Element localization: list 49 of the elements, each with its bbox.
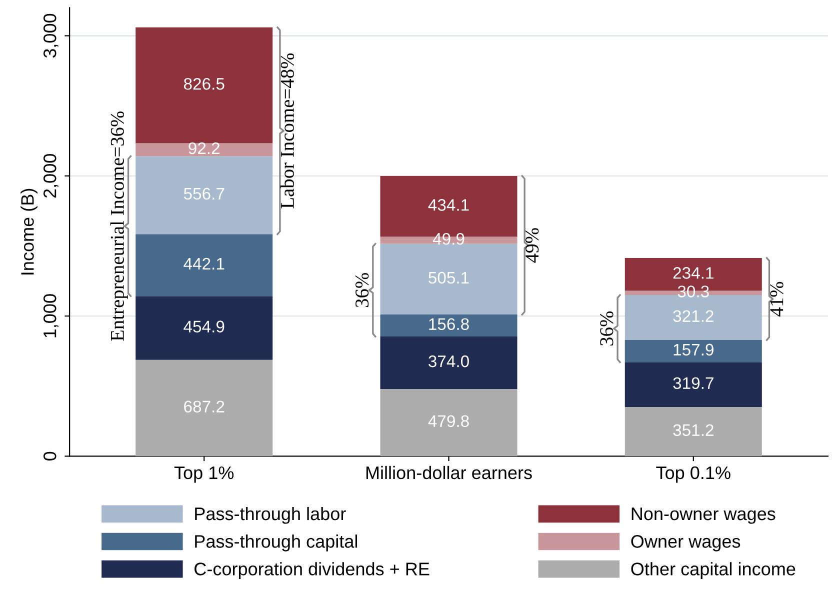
bar xyxy=(136,360,273,456)
data-label: 92.2 xyxy=(188,142,220,154)
legend-label: Pass-through labor xyxy=(195,506,346,524)
data-label: 687.2 xyxy=(184,400,224,413)
bar xyxy=(380,314,518,337)
y-tick-label: 1,000 xyxy=(43,294,58,338)
bar xyxy=(624,406,762,456)
bar xyxy=(136,27,273,144)
bar xyxy=(624,362,762,407)
data-label: 156.8 xyxy=(429,318,469,330)
data-label: 234.1 xyxy=(673,267,714,279)
data-label: 351.2 xyxy=(673,424,714,436)
bar xyxy=(380,336,518,389)
legend-label: C-corporation dividends + RE xyxy=(194,562,430,579)
legend-label: Non-owner wages xyxy=(632,508,776,524)
data-label: 556.7 xyxy=(184,188,224,200)
annotation: 49% xyxy=(526,228,539,263)
data-label: 442.1 xyxy=(184,258,224,270)
annotation: 41% xyxy=(770,282,784,316)
data-label: 434.1 xyxy=(428,199,469,211)
data-label: 505.1 xyxy=(428,272,469,284)
x-tick-label: Million-dollar earners xyxy=(366,466,532,480)
annotation: 36% xyxy=(600,311,614,346)
annotation: Entrepreneurial Income=36% xyxy=(110,111,128,341)
annotation: Labor Income=48% xyxy=(280,53,294,208)
bar xyxy=(380,388,518,456)
data-label: 454.9 xyxy=(184,320,224,332)
bar xyxy=(136,234,273,296)
data-label: 321.2 xyxy=(673,310,714,322)
x-tick-label: Top 1% xyxy=(174,466,234,483)
bar xyxy=(136,296,273,360)
data-label: 374.0 xyxy=(428,355,469,368)
data-label: 479.8 xyxy=(428,415,469,428)
legend-label: Pass-through capital xyxy=(195,534,358,552)
y-tick-label: 2,000 xyxy=(43,154,58,198)
data-label: 319.7 xyxy=(673,377,714,390)
legend-label: Other capital income xyxy=(631,562,796,579)
y-axis-title: Income (B) xyxy=(20,188,38,274)
data-label: 157.9 xyxy=(674,344,714,356)
bar xyxy=(624,340,762,362)
bar xyxy=(136,143,273,156)
x-tick-label: Top 0.1% xyxy=(656,466,730,483)
annotation: 36% xyxy=(355,272,369,308)
y-tick-label: 3,000 xyxy=(43,14,58,58)
bar xyxy=(136,156,273,234)
data-label: 826.5 xyxy=(184,78,224,90)
bar xyxy=(380,244,518,315)
legend-label: Owner wages xyxy=(631,535,740,552)
y-tick-label: 0 xyxy=(43,452,56,461)
